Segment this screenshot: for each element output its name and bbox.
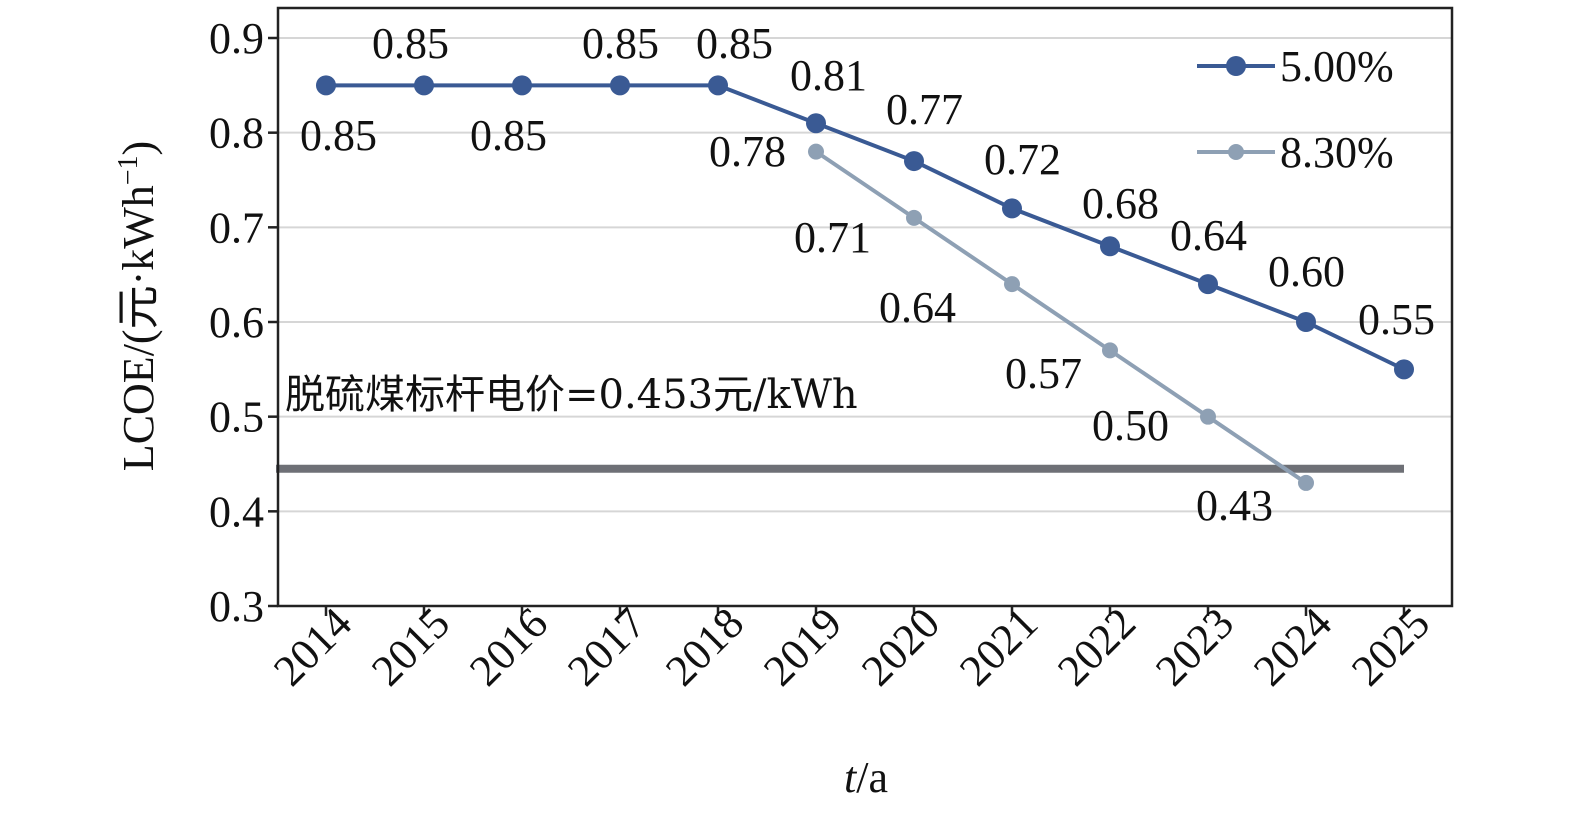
series-group (316, 75, 1414, 491)
series-line-0 (326, 83, 1405, 372)
legend-label[interactable]: 8.30% (1280, 128, 1394, 177)
data-label: 0.60 (1268, 247, 1345, 296)
data-label: 0.50 (1092, 401, 1169, 450)
legend[interactable]: 5.00% 8.30% (1197, 42, 1394, 177)
data-point[interactable] (512, 75, 532, 96)
y-tick-label: 0.8 (209, 109, 264, 158)
data-point[interactable] (316, 75, 336, 96)
x-tick-label: 2023 (1146, 598, 1243, 695)
y-tick-label: 0.9 (209, 14, 264, 63)
data-point[interactable] (806, 113, 826, 134)
x-tick-label: 2018 (656, 598, 753, 695)
x-tick-label: 2025 (1342, 598, 1439, 695)
data-point[interactable] (1298, 474, 1314, 491)
data-label: 0.57 (1005, 349, 1082, 398)
series-line-1 (814, 149, 1308, 485)
data-point[interactable] (1200, 408, 1216, 425)
data-label: 0.77 (886, 85, 963, 134)
x-axis-title-variable: t (844, 753, 858, 802)
data-point[interactable] (1002, 198, 1022, 219)
data-point[interactable] (1004, 276, 1020, 293)
data-point[interactable] (1296, 312, 1316, 332)
x-tick-label: 2021 (950, 598, 1047, 695)
data-label: 0.68 (1082, 179, 1159, 228)
y-tick-label: 0.5 (209, 393, 264, 442)
legend-swatch-marker (1228, 144, 1244, 160)
data-label: 0.78 (709, 127, 786, 176)
data-point[interactable] (414, 75, 434, 96)
data-label: 0.71 (794, 213, 871, 262)
y-tick-label: 0.3 (209, 582, 264, 631)
legend-swatch-marker (1226, 56, 1246, 76)
data-labels: 0.850.850.850.85 0.850.810.770.720.680.64… (300, 19, 1435, 530)
data-label: 0.85 (372, 19, 449, 68)
data-label: 0.85 (696, 19, 773, 68)
data-label: 0.72 (984, 135, 1061, 184)
reference-line-group: 脱硫煤标杆电价=0.453元/kWh (276, 372, 1404, 473)
data-point[interactable] (808, 143, 824, 160)
legend-label[interactable]: 5.00% (1280, 42, 1394, 91)
data-label: 0.85 (582, 19, 659, 68)
data-label: 0.55 (1358, 295, 1435, 344)
y-tick-label: 0.4 (209, 487, 264, 536)
axis-titles: t/a LCOE/(元·kWh−1) (113, 141, 888, 802)
data-point[interactable] (1198, 274, 1218, 295)
x-tick-label: 2024 (1244, 598, 1341, 695)
x-tick-label: 2017 (558, 598, 655, 695)
data-point[interactable] (1102, 342, 1118, 359)
x-axis-title-unit: /a (856, 753, 888, 802)
reference-line-label: 脱硫煤标杆电价=0.453元/kWh (285, 372, 858, 418)
data-point[interactable] (906, 209, 922, 226)
data-label: 0.81 (790, 51, 867, 100)
x-tick-label: 2019 (754, 598, 851, 695)
data-point[interactable] (1394, 359, 1414, 380)
y-tick-label: 0.6 (209, 298, 264, 347)
x-tick-label: 2015 (362, 598, 459, 695)
y-axis-title: LCOE/(元·kWh−1) (113, 141, 163, 471)
data-label: 0.85 (470, 111, 547, 160)
x-tick-label: 2014 (264, 598, 361, 695)
data-label: 0.85 (300, 111, 377, 160)
data-label: 0.64 (1170, 211, 1247, 260)
x-tick-label: 2020 (852, 598, 949, 695)
plot-frame (276, 6, 1454, 608)
data-point[interactable] (708, 75, 728, 96)
y-tick-label: 0.7 (209, 203, 264, 252)
grid-lines (278, 37, 1452, 513)
data-point[interactable] (610, 75, 630, 96)
x-axis-title: t/a (844, 753, 888, 802)
y-axis-title-main: LCOE/(元·kWh (114, 185, 163, 471)
data-point[interactable] (1100, 236, 1120, 257)
y-axis-title-sup: −1 (113, 155, 144, 185)
data-label: 0.64 (879, 283, 956, 332)
data-point[interactable] (904, 151, 924, 172)
data-label: 0.43 (1196, 481, 1273, 530)
x-tick-label: 2016 (460, 598, 557, 695)
y-axis-title-close: ) (114, 141, 163, 156)
x-tick-label: 2022 (1048, 598, 1145, 695)
